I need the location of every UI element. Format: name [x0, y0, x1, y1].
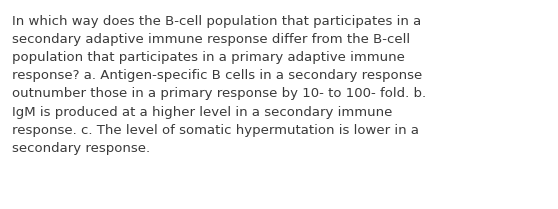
Text: In which way does the B-cell population that participates in a
secondary adaptiv: In which way does the B-cell population … [12, 15, 426, 155]
